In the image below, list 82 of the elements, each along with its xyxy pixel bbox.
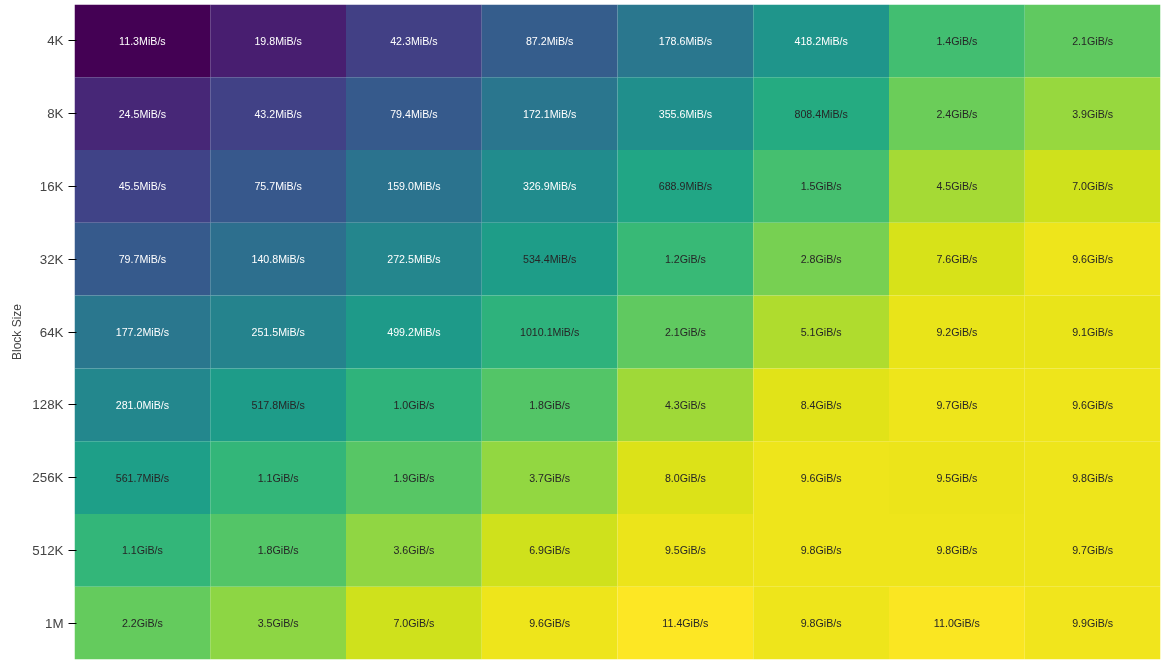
data-label: 688.9MiB/s xyxy=(658,180,713,193)
data-label: 172.1MiB/s xyxy=(522,107,577,120)
data-label: 3.6GiB/s xyxy=(393,544,435,557)
data-label: 1010.1MiB/s xyxy=(520,326,580,338)
data-label: 499.2MiB/s xyxy=(387,326,441,338)
data-label: 251.5MiB/s xyxy=(251,326,305,338)
data-label: 9.5GiB/s xyxy=(664,544,706,557)
data-label: 4.5GiB/s xyxy=(936,180,978,193)
y-tick-label: 256K xyxy=(32,470,64,486)
data-label: 281.0MiB/s xyxy=(115,398,170,411)
data-label: 2.1GiB/s xyxy=(1072,34,1114,47)
data-label: 8.0GiB/s xyxy=(664,471,706,484)
data-label: 418.2MiB/s xyxy=(794,34,848,47)
data-label: 42.3MiB/s xyxy=(390,34,438,47)
data-label: 808.4MiB/s xyxy=(794,107,848,120)
data-label: 2.2GiB/s xyxy=(121,617,163,630)
data-label: 75.7MiB/s xyxy=(254,180,302,193)
data-label: 272.5MiB/s xyxy=(387,253,441,266)
y-tick-label: 512K xyxy=(32,542,64,558)
data-label: 11.0GiB/s xyxy=(933,617,980,630)
data-label: 178.6MiB/s xyxy=(658,34,713,47)
data-label: 355.6MiB/s xyxy=(658,107,713,120)
data-label: 2.1GiB/s xyxy=(664,326,706,338)
data-label: 79.7MiB/s xyxy=(118,253,167,266)
data-label: 6.9GiB/s xyxy=(529,544,571,557)
data-label: 7.6GiB/s xyxy=(936,253,978,266)
data-label: 1.1GiB/s xyxy=(257,471,299,484)
data-label: 11.3MiB/s xyxy=(119,34,166,47)
data-label: 9.6GiB/s xyxy=(1072,253,1114,266)
data-label: 1.9GiB/s xyxy=(393,471,435,484)
y-tick-label: 1M xyxy=(44,615,64,631)
data-label: 9.8GiB/s xyxy=(800,544,842,557)
data-label: 45.5MiB/s xyxy=(118,180,167,193)
data-label: 3.9GiB/s xyxy=(1072,107,1114,120)
data-label: 534.4MiB/s xyxy=(522,253,577,266)
data-label: 1.4GiB/s xyxy=(936,34,978,47)
data-label: 561.7MiB/s xyxy=(115,471,170,484)
y-axis-title: Block Size xyxy=(10,303,25,361)
data-label: 517.8MiB/s xyxy=(251,398,305,411)
data-label: 8.4GiB/s xyxy=(800,398,842,411)
y-tick-label: 8K xyxy=(47,106,64,122)
y-tick-label: 4K xyxy=(47,33,64,49)
data-label: 1.0GiB/s xyxy=(393,398,435,411)
data-label: 7.0GiB/s xyxy=(1072,180,1114,193)
data-label: 326.9MiB/s xyxy=(522,180,577,193)
data-label: 9.2GiB/s xyxy=(936,326,978,338)
y-tick-label: 64K xyxy=(39,324,64,340)
data-label: 1.8GiB/s xyxy=(257,544,299,557)
data-label: 9.5GiB/s xyxy=(936,471,978,484)
data-label: 9.6GiB/s xyxy=(529,617,571,630)
y-tick-label: 32K xyxy=(39,251,64,267)
y-tick-label: 16K xyxy=(39,178,64,194)
data-label: 140.8MiB/s xyxy=(251,253,305,266)
data-label: 9.7GiB/s xyxy=(1072,544,1114,557)
data-label: 1.2GiB/s xyxy=(664,253,706,266)
y-tick-label: 128K xyxy=(32,397,64,413)
data-label: 3.5GiB/s xyxy=(257,617,299,630)
data-label: 9.8GiB/s xyxy=(1072,471,1114,484)
data-label: 3.7GiB/s xyxy=(529,471,571,484)
data-label: 9.1GiB/s xyxy=(1072,326,1114,338)
data-label: 1.8GiB/s xyxy=(529,398,571,411)
data-label: 87.2MiB/s xyxy=(525,34,574,47)
data-label: 177.2MiB/s xyxy=(115,326,170,338)
data-label: 9.9GiB/s xyxy=(1072,617,1114,630)
data-label: 11.4GiB/s xyxy=(662,617,709,630)
data-label: 4.3GiB/s xyxy=(664,398,706,411)
data-label: 9.6GiB/s xyxy=(1072,398,1114,411)
data-label: 24.5MiB/s xyxy=(118,107,167,120)
data-label: 2.8GiB/s xyxy=(800,253,842,266)
data-label: 9.7GiB/s xyxy=(936,398,978,411)
data-label: 5.1GiB/s xyxy=(800,326,842,338)
data-label: 7.0GiB/s xyxy=(393,617,435,630)
data-label: 79.4MiB/s xyxy=(390,107,438,120)
data-label: 19.8MiB/s xyxy=(254,34,302,47)
data-label: 43.2MiB/s xyxy=(254,107,302,120)
data-label: 9.8GiB/s xyxy=(800,617,842,630)
data-label: 1.1GiB/s xyxy=(121,544,163,557)
data-label: 1.5GiB/s xyxy=(800,180,842,193)
data-label: 2.4GiB/s xyxy=(936,107,978,120)
data-label: 159.0MiB/s xyxy=(387,180,441,193)
data-label: 9.8GiB/s xyxy=(936,544,978,557)
data-label: 9.6GiB/s xyxy=(800,471,842,484)
